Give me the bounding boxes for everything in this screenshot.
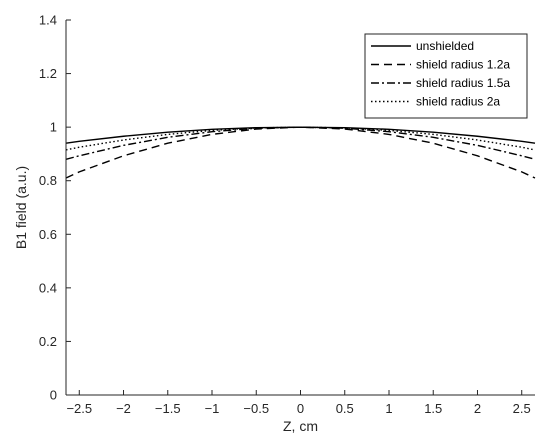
y-tick-label: 0.4	[39, 280, 57, 295]
y-tick-label: 0.6	[39, 227, 57, 242]
x-tick-label: 0	[297, 401, 304, 416]
legend-label-3: shield radius 1.5a	[416, 76, 510, 90]
x-tick-label: −0.5	[243, 401, 269, 416]
y-tick-label: 1.2	[39, 66, 57, 81]
x-tick-label: −2	[116, 401, 131, 416]
x-tick-label: 1	[385, 401, 392, 416]
y-tick-label: 0	[50, 388, 57, 403]
x-axis-label: Z, cm	[283, 418, 318, 434]
x-tick-label: 1.5	[424, 401, 442, 416]
x-tick-label: −2.5	[66, 401, 92, 416]
x-tick-label: −1	[205, 401, 220, 416]
series-line-2	[65, 126, 536, 179]
y-tick-label: 0.8	[39, 173, 57, 188]
y-tick-label: 0.2	[39, 334, 57, 349]
y-tick-label: 1.4	[39, 13, 57, 28]
legend: unshielded shield radius 1.2a shield radiu…	[364, 33, 528, 119]
x-tick-label: 2	[474, 401, 481, 416]
y-tick-label: 1	[50, 120, 57, 135]
legend-label-2: shield radius 1.2a	[416, 58, 510, 72]
legend-label-1: unshielded	[416, 39, 474, 53]
legend-label-4: shield radius 2a	[416, 95, 500, 109]
legend-box	[364, 33, 528, 119]
y-axis-label: B1 field (a.u.)	[13, 166, 29, 249]
series-layer	[65, 126, 536, 179]
x-tick-label: −1.5	[155, 401, 181, 416]
x-tick-label: 2.5	[513, 401, 531, 416]
x-tick-label: 0.5	[336, 401, 354, 416]
series-line-3	[65, 126, 536, 160]
axes: −2.5 −2 −1.5 −1 −0.5 0 0.5 1 1.5 2 2.5 0 0.2 0.4 0.6 0.…	[39, 13, 535, 416]
